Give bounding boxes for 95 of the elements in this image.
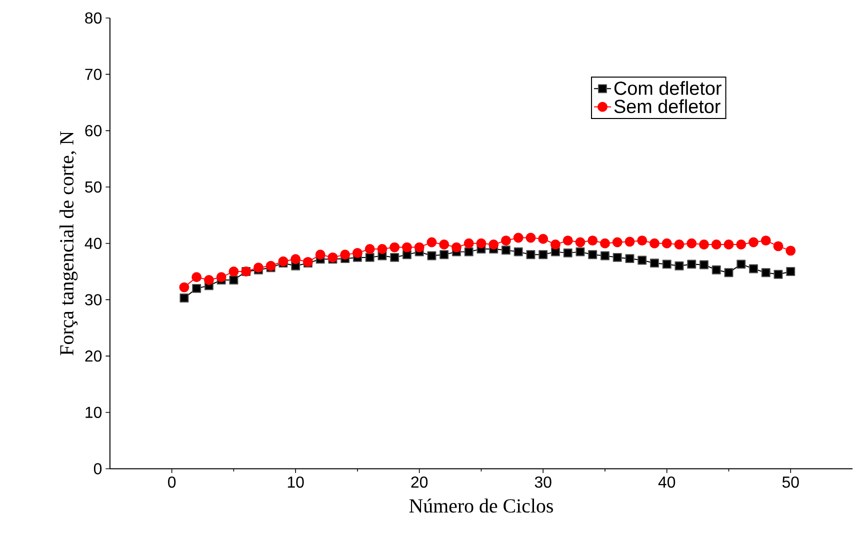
point xyxy=(229,276,238,285)
y-axis-title: Força tangencial de corte, N xyxy=(59,131,78,356)
point xyxy=(600,238,610,248)
point xyxy=(390,253,400,262)
x-tick-label: 30 xyxy=(534,476,552,488)
y-tick-label: 70 xyxy=(85,68,102,80)
point xyxy=(786,267,796,276)
point xyxy=(662,260,672,269)
point xyxy=(674,240,684,250)
point xyxy=(179,282,190,292)
point xyxy=(365,253,374,262)
x-tick-label: 20 xyxy=(411,476,428,488)
point xyxy=(650,258,659,268)
point xyxy=(686,238,697,248)
legend-label: Com defletor xyxy=(614,81,722,96)
point xyxy=(736,260,746,269)
point xyxy=(513,232,524,243)
point xyxy=(774,270,783,279)
point xyxy=(650,238,660,248)
y-tick-label: 20 xyxy=(85,350,102,362)
y-tick-label: 40 xyxy=(84,238,102,250)
point xyxy=(439,240,450,250)
point xyxy=(575,237,586,248)
y-tick-label: 50 xyxy=(85,182,102,193)
x-axis-title: Número de Ciclos xyxy=(409,498,553,513)
point xyxy=(637,236,648,246)
point xyxy=(315,250,326,260)
point xyxy=(748,237,758,248)
point xyxy=(760,236,771,246)
x-tick-label: 10 xyxy=(288,476,304,488)
point xyxy=(390,242,400,252)
point xyxy=(711,240,722,250)
point xyxy=(612,237,622,248)
point xyxy=(687,260,696,269)
point xyxy=(588,236,598,246)
point xyxy=(761,268,770,278)
point xyxy=(538,250,548,260)
point xyxy=(476,238,486,248)
point xyxy=(612,253,622,262)
point xyxy=(712,266,721,274)
point xyxy=(180,294,189,303)
y-tick-label: 60 xyxy=(85,125,102,136)
point xyxy=(624,236,635,247)
point xyxy=(192,284,202,294)
point xyxy=(562,236,573,246)
point xyxy=(228,266,239,277)
point xyxy=(426,237,437,248)
point xyxy=(588,250,598,260)
point xyxy=(501,246,510,255)
point xyxy=(464,247,474,256)
point xyxy=(638,256,647,265)
point xyxy=(488,240,499,250)
y-tick-label: 30 xyxy=(85,294,102,306)
point xyxy=(674,262,684,271)
y-tick-label: 0 xyxy=(94,463,102,475)
y-tick-label: 10 xyxy=(86,406,102,418)
point xyxy=(364,244,375,254)
point xyxy=(526,250,536,260)
point xyxy=(427,251,436,260)
point xyxy=(749,264,758,274)
point xyxy=(773,241,784,252)
point xyxy=(514,247,523,256)
point xyxy=(500,236,511,246)
point xyxy=(526,232,536,243)
point xyxy=(451,242,462,252)
x-tick-label: 40 xyxy=(658,476,676,488)
point xyxy=(204,275,214,286)
point xyxy=(402,242,412,252)
x-tick-label: 0 xyxy=(168,476,176,488)
point xyxy=(290,254,301,264)
point xyxy=(464,238,474,248)
legend-label: Sem defletor xyxy=(614,99,720,114)
point xyxy=(786,246,796,256)
point xyxy=(440,250,449,260)
point xyxy=(736,240,746,250)
point xyxy=(563,248,572,258)
point xyxy=(538,234,548,244)
point xyxy=(377,244,388,254)
point xyxy=(724,268,734,278)
point xyxy=(414,242,424,252)
point xyxy=(576,247,585,256)
point xyxy=(699,240,709,250)
point xyxy=(352,248,362,258)
point xyxy=(724,240,734,250)
point xyxy=(600,251,610,260)
point xyxy=(253,262,264,273)
point xyxy=(700,260,708,270)
y-tick-label: 80 xyxy=(85,12,102,24)
point xyxy=(550,240,560,250)
point xyxy=(340,250,350,260)
point xyxy=(625,254,634,264)
point xyxy=(216,272,226,282)
x-tick-label: 50 xyxy=(782,476,799,488)
point xyxy=(192,272,202,282)
point xyxy=(662,238,672,248)
